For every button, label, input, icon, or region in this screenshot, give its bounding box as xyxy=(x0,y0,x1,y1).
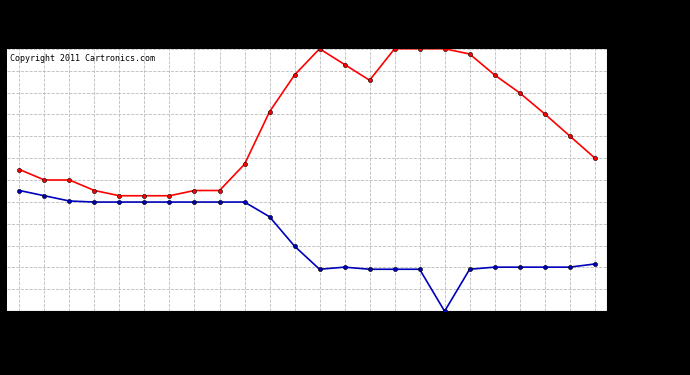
Text: Outdoor Temperature (vs) Dew Point (Last 24 Hours) 20110523: Outdoor Temperature (vs) Dew Point (Last… xyxy=(68,11,553,26)
Text: Copyright 2011 Cartronics.com: Copyright 2011 Cartronics.com xyxy=(10,54,155,63)
